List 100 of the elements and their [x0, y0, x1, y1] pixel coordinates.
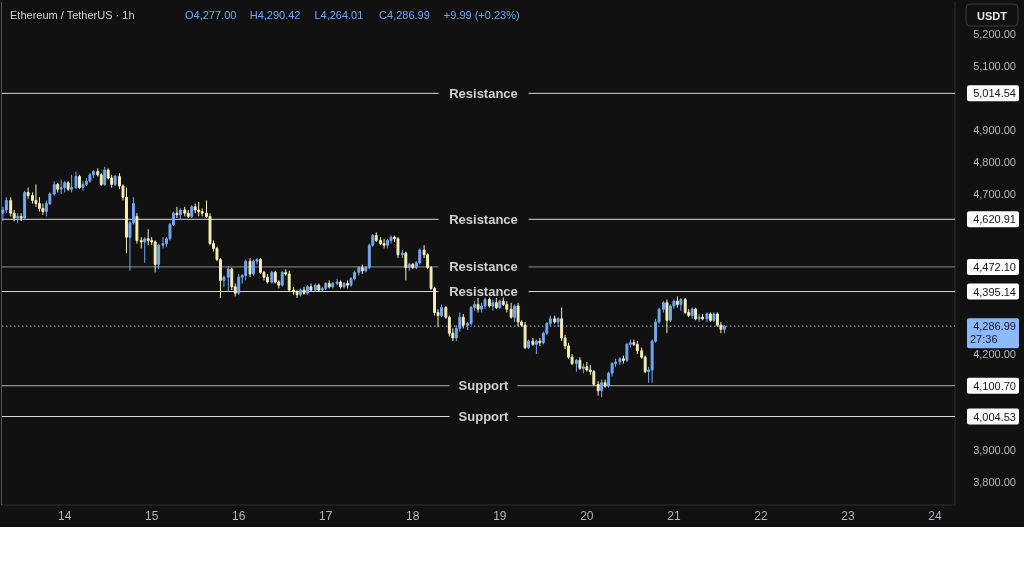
candlestick: [578, 356, 582, 371]
y-tick-label: 4,200.00: [973, 347, 1016, 360]
candlestick: [494, 297, 498, 310]
candlestick: [531, 337, 535, 347]
candlestick: [701, 313, 705, 321]
candlestick: [668, 303, 672, 323]
candlestick: [59, 179, 63, 195]
candlestick: [396, 236, 400, 259]
candlestick: [722, 324, 726, 334]
candlestick: [135, 212, 139, 245]
candlestick: [705, 311, 709, 323]
annotation: C4,286.99: [379, 9, 430, 21]
candlestick: [491, 299, 495, 312]
candlestick: [56, 182, 60, 193]
candlestick: [379, 236, 383, 246]
candlestick: [287, 270, 291, 293]
candlestick: [697, 313, 701, 323]
candlestick: [175, 206, 179, 219]
candlestick: [190, 204, 194, 219]
candlestick: [125, 187, 128, 254]
x-tick-label: 15: [145, 509, 159, 523]
candlestick: [295, 289, 299, 299]
candlestick: [480, 302, 483, 313]
y-tick-label: 4,395.14: [973, 285, 1016, 298]
candlestick: [461, 313, 465, 329]
candlestick: [78, 174, 81, 190]
y-tick-label: 4,004.53: [973, 410, 1016, 423]
x-tick-label: 20: [580, 509, 594, 523]
candlestick: [574, 358, 578, 373]
candlestick: [327, 279, 331, 289]
x-tick-label: 16: [232, 509, 246, 523]
candlestick: [592, 369, 596, 387]
candlestick: [516, 302, 520, 328]
candlestick: [74, 171, 78, 190]
candlestick: [690, 307, 694, 320]
candlestick: [618, 356, 622, 366]
ref-line-label: Resistance: [449, 211, 518, 227]
candlestick: [99, 172, 103, 187]
y-tick-label: 4,472.10: [973, 260, 1016, 273]
candlestick: [509, 302, 513, 320]
candlestick: [346, 279, 349, 289]
candlestick: [70, 174, 74, 193]
y-tick-label: 4,700.00: [973, 187, 1016, 200]
candlestick: [299, 287, 302, 297]
ref-line-label: Resistance: [449, 85, 518, 101]
ref-line-label: Support: [458, 378, 510, 394]
x-tick-label: 21: [667, 509, 681, 523]
candlestick: [23, 190, 27, 221]
candlestick: [248, 257, 252, 278]
candlestick: [389, 235, 393, 245]
ref-line-label: Resistance: [449, 284, 518, 300]
candlestick: [34, 183, 38, 208]
y-axis-title: USDT: [977, 9, 1008, 22]
candlestick: [252, 259, 255, 277]
candlestick: [418, 247, 422, 265]
candlestick: [339, 279, 343, 289]
candlestick: [675, 295, 679, 309]
candlestick: [498, 299, 502, 310]
ref-line-label: Support: [458, 409, 510, 425]
candlestick: [523, 321, 527, 350]
candlestick: [357, 265, 361, 277]
candlestick: [404, 251, 408, 281]
candlestick: [665, 299, 669, 334]
candlestick: [553, 315, 557, 325]
x-tick-label: 22: [754, 509, 768, 523]
x-tick-label: 14: [57, 509, 72, 523]
candlestick: [306, 284, 309, 296]
candlestick: [635, 340, 639, 355]
candlestick: [469, 305, 473, 326]
candlestick: [386, 238, 390, 249]
candlestick: [26, 187, 30, 200]
candlestick: [270, 270, 274, 285]
candlestick: [66, 180, 70, 192]
candlestick: [320, 286, 324, 293]
y-tick-label: 4,620.91: [973, 213, 1016, 226]
text: Ethereum / TetherUS · 1h: [10, 9, 135, 21]
candlestick: [440, 303, 443, 318]
candlestick: [280, 270, 284, 288]
candlestick: [407, 262, 411, 272]
candlestick: [331, 281, 335, 289]
candlestick: [113, 174, 117, 187]
candlestick: [183, 206, 187, 217]
x-tick-label: 23: [841, 509, 855, 523]
y-tick-label: 5,200.00: [973, 28, 1016, 40]
x-tick-label: 18: [406, 509, 420, 523]
candlestick: [84, 177, 88, 187]
text: 27:36: [970, 333, 998, 346]
candlestick: [476, 297, 480, 313]
candlestick: [487, 295, 491, 309]
candlestick: [585, 361, 589, 373]
ref-line-label: Resistance: [449, 259, 518, 275]
candlestick: [273, 270, 277, 285]
candlestick: [265, 273, 269, 285]
candlestick: [556, 316, 560, 328]
candlestick: [625, 342, 629, 363]
candlestick: [317, 283, 321, 293]
candlestick: [9, 196, 13, 217]
y-tick-label: 5,100.00: [973, 59, 1016, 72]
candlestick: [600, 379, 604, 398]
y-tick-label: 4,800.00: [973, 155, 1016, 168]
